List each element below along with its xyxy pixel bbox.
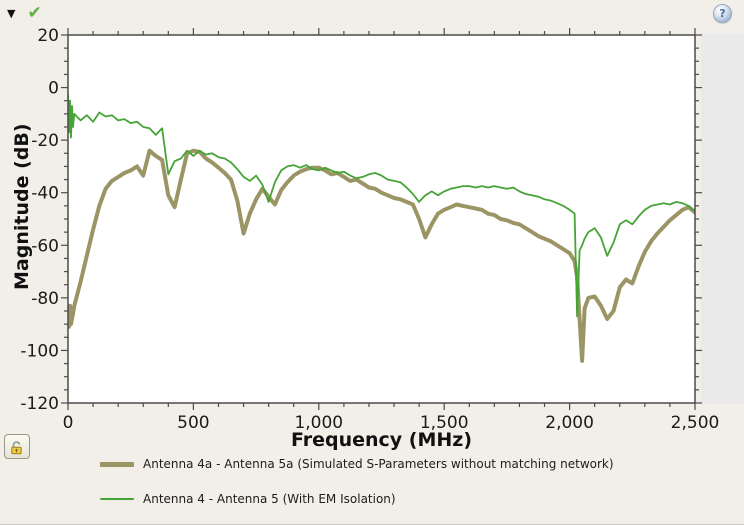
series-line-1 xyxy=(68,93,695,318)
y-tick-label: -80 xyxy=(31,289,59,309)
plot-header: ▼ ✔ xyxy=(7,2,42,24)
x-tick-label: 1,000 xyxy=(294,413,343,433)
panel-right-strip xyxy=(701,33,744,404)
x-tick-label: 1,500 xyxy=(420,413,469,433)
x-tick-label: 2,500 xyxy=(671,413,720,433)
help-button[interactable]: ? xyxy=(713,4,732,23)
y-tick-label: -100 xyxy=(20,341,59,361)
legend-item: Antenna 4a - Antenna 5a (Simulated S-Par… xyxy=(100,452,614,476)
y-tick-label: 20 xyxy=(37,26,59,46)
check-icon: ✔ xyxy=(27,2,42,23)
legend: Antenna 4a - Antenna 5a (Simulated S-Par… xyxy=(100,452,614,522)
legend-item: Antenna 4 - Antenna 5 (With EM Isolation… xyxy=(100,487,614,511)
legend-swatch-1 xyxy=(100,497,134,501)
y-tick-label: -60 xyxy=(31,236,59,256)
x-tick-label: 2,000 xyxy=(545,413,594,433)
x-tick-label: 0 xyxy=(63,413,74,433)
help-icon: ? xyxy=(719,7,726,20)
x-tick-label: 500 xyxy=(177,413,209,433)
y-tick-label: -120 xyxy=(20,394,59,414)
legend-label: Antenna 4a - Antenna 5a (Simulated S-Par… xyxy=(143,457,614,471)
y-tick-label: -20 xyxy=(31,131,59,151)
legend-swatch-0 xyxy=(100,461,134,467)
y-tick-label: -40 xyxy=(31,184,59,204)
y-tick-label: 0 xyxy=(48,79,59,99)
x-axis-title: Frequency (MHz) xyxy=(290,429,473,451)
plot-background xyxy=(68,35,695,403)
collapse-arrow-icon[interactable]: ▼ xyxy=(7,6,16,20)
plot-canvas[interactable]: 0 500 1,000 1,500 2,000 2,500 20 0 -20 -40 -60 -80 -… xyxy=(0,0,744,448)
unlock-button[interactable] xyxy=(4,434,30,459)
y-axis-title: Magnitude (dB) xyxy=(11,123,33,290)
legend-label: Antenna 4 - Antenna 5 (With EM Isolation… xyxy=(143,492,396,506)
series-line-0 xyxy=(68,148,695,363)
unlock-icon xyxy=(11,440,22,454)
